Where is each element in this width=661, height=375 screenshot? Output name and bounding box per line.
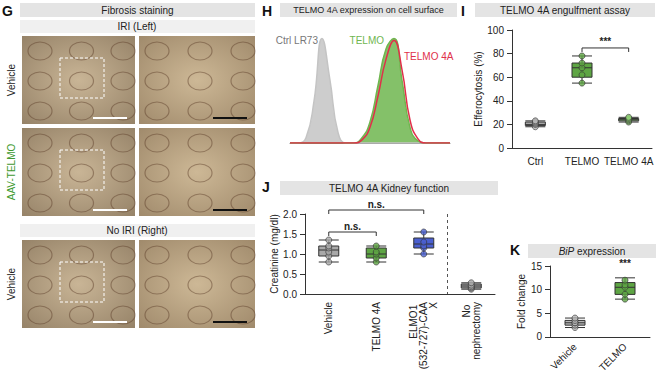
- svg-text:J: J: [262, 179, 270, 195]
- svg-text:(532-727)-CAA: (532-727)-CAA: [418, 302, 429, 370]
- svg-text:2.0: 2.0: [283, 209, 297, 220]
- svg-text:TELMO 4A: TELMO 4A: [371, 302, 382, 352]
- svg-text:20: 20: [493, 119, 505, 130]
- svg-text:TELMO: TELMO: [597, 341, 629, 373]
- svg-text:60: 60: [493, 72, 505, 83]
- svg-text:Vehicle: Vehicle: [548, 341, 579, 372]
- svg-text:n.s.: n.s.: [344, 221, 361, 232]
- svg-text:0.0: 0.0: [283, 289, 297, 300]
- svg-text:AAV-TELMO: AAV-TELMO: [6, 144, 17, 201]
- svg-text:G: G: [2, 3, 13, 19]
- svg-text:No IRI (Right): No IRI (Right): [106, 225, 167, 236]
- svg-text:0.5: 0.5: [283, 269, 297, 280]
- svg-text:Efferocytosis (%): Efferocytosis (%): [473, 51, 484, 126]
- svg-text:TELMO 4A: TELMO 4A: [604, 156, 654, 167]
- svg-text:1.0: 1.0: [283, 249, 297, 260]
- svg-text:Vehicle: Vehicle: [6, 63, 17, 96]
- svg-text:***: ***: [619, 258, 631, 269]
- svg-text:I: I: [461, 3, 465, 19]
- svg-text:BiP: BiP: [559, 246, 575, 257]
- svg-text:Fold change: Fold change: [516, 274, 527, 329]
- svg-text:100: 100: [487, 25, 504, 36]
- svg-text:TELMO 4A: TELMO 4A: [404, 51, 454, 62]
- svg-text:n.s.: n.s.: [368, 199, 385, 210]
- svg-text:TELMO: TELMO: [350, 35, 385, 46]
- svg-text:80: 80: [493, 48, 505, 59]
- svg-text:Vehicle: Vehicle: [6, 267, 17, 300]
- svg-text:15: 15: [531, 261, 543, 272]
- svg-text:0: 0: [498, 143, 504, 154]
- svg-text:Vehicle: Vehicle: [323, 302, 334, 335]
- svg-text:5: 5: [536, 308, 542, 319]
- svg-text:K: K: [510, 242, 520, 258]
- svg-text:IRI (Left): IRI (Left): [118, 21, 157, 32]
- svg-text:***: ***: [599, 36, 611, 47]
- svg-text:TELMO: TELMO: [565, 156, 600, 167]
- svg-text:Fibrosis staining: Fibrosis staining: [101, 5, 173, 16]
- svg-text:TELMO 4A expression on cell su: TELMO 4A expression on cell surface: [293, 5, 444, 15]
- svg-text:Ctrl LR73: Ctrl LR73: [276, 35, 319, 46]
- svg-text:X: X: [428, 302, 439, 309]
- svg-text:H: H: [262, 3, 272, 19]
- svg-text:No: No: [460, 302, 472, 318]
- svg-text:1.5: 1.5: [283, 229, 297, 240]
- svg-text:0: 0: [536, 331, 542, 342]
- svg-text:40: 40: [493, 95, 505, 106]
- svg-text:Ctrl: Ctrl: [528, 156, 544, 167]
- svg-text:expression: expression: [574, 246, 625, 257]
- svg-text:Creatinine (mg/dl): Creatinine (mg/dl): [269, 214, 280, 293]
- svg-text:ELMO1: ELMO1: [408, 302, 420, 339]
- svg-text:nephrectomy: nephrectomy: [471, 302, 482, 360]
- svg-text:TELMO 4A engulfment assay: TELMO 4A engulfment assay: [500, 5, 630, 16]
- svg-text:10: 10: [531, 284, 543, 295]
- svg-text:TELMO 4A Kidney function: TELMO 4A Kidney function: [329, 183, 449, 194]
